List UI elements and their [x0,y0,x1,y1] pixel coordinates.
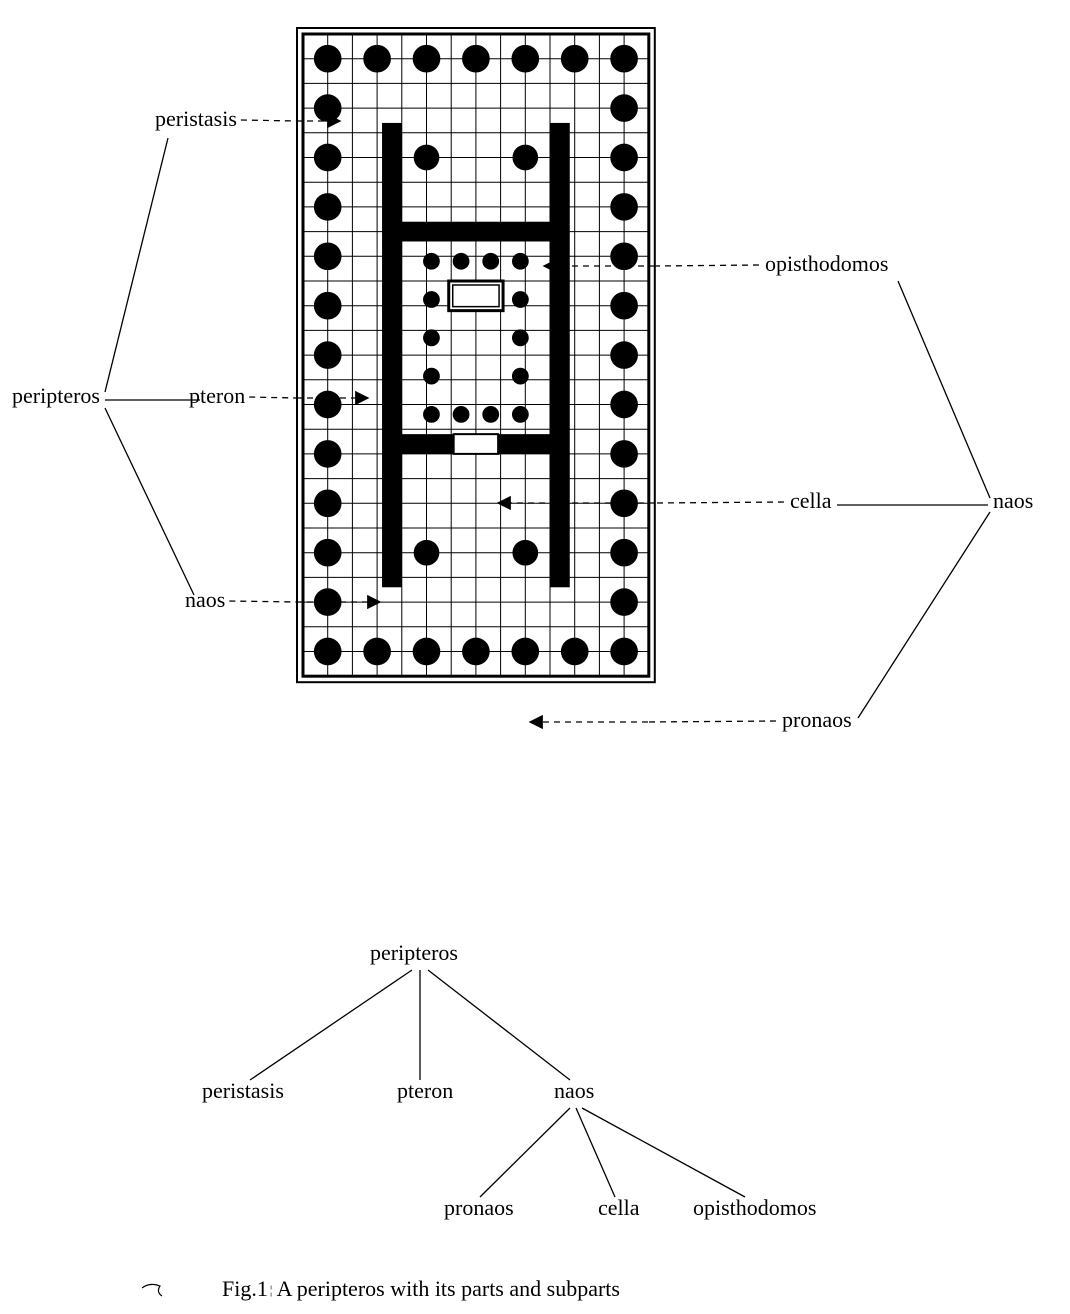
label-peristasis-left: peristasis [155,106,237,131]
tree-node-peripteros: peripteros [370,940,458,965]
tree-edge-4 [576,1108,615,1197]
label-peripteros-left: peripteros [12,383,100,408]
label-pteron-left: pteron [189,383,245,408]
leader-gap-peristasis [241,120,296,121]
tree-edge-0 [250,970,412,1080]
tree-node-peristasis: peristasis [202,1078,284,1103]
tree-node-naos: naos [554,1078,594,1103]
tree-edge-5 [582,1108,745,1197]
leader-gap-cella [655,502,784,503]
line-peripteros-left-0 [105,138,168,392]
scan-artifact [142,1284,162,1296]
leader-gap-naos [229,601,296,602]
leader-gap-pteron [249,397,296,398]
caption-text: Fig.1¦ A peripteros with its parts and s… [222,1276,620,1301]
hierarchy-tree: peripteros peristasis pteron naos pronaos cel… [202,940,816,1220]
label-cella-right: cella [790,488,832,513]
tree-node-pteron: pteron [397,1078,453,1103]
tree-edge-3 [480,1108,570,1197]
tree-node-pronaos: pronaos [444,1195,514,1220]
leader-gap-pronaos [648,721,776,722]
shrine [449,281,503,311]
tree-node-opisthodomos: opisthodomos [693,1195,816,1220]
temple-plan [297,28,655,682]
label-pronaos-right: pronaos [782,707,852,732]
tree-node-cella: cella [598,1195,640,1220]
line-peripteros-left-2 [105,408,194,595]
tree-edge-2 [428,970,570,1080]
label-opisthodomos-right: opisthodomos [765,251,888,276]
label-naos-right: naos [993,488,1033,513]
line-naos-right-2 [858,512,990,718]
label-naos-left: naos [185,587,225,612]
leader-gap-opisthodomos [655,265,759,266]
line-naos-right-0 [898,281,990,498]
figure-caption: Fig.1¦ A peripteros with its parts and s… [222,1276,620,1301]
